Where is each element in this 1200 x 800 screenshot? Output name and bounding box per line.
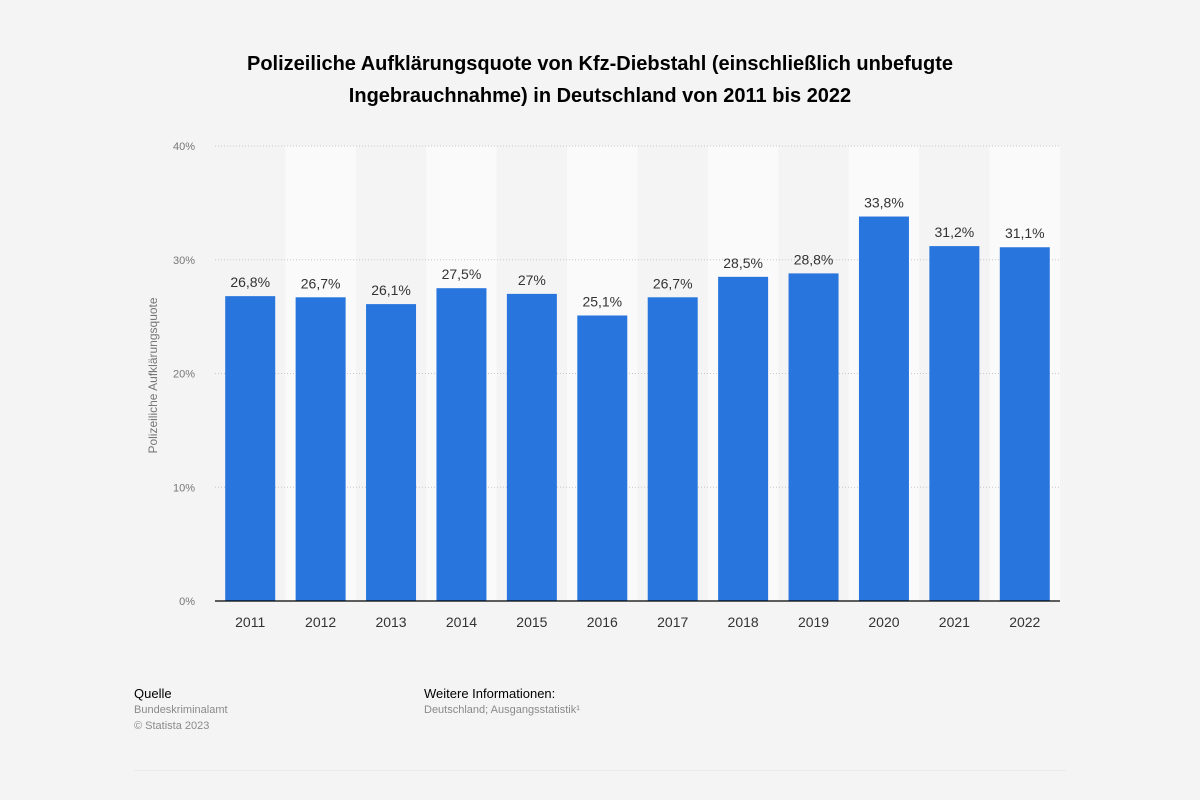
x-tick-label: 2019 — [798, 614, 829, 630]
bar-value-label: 26,7% — [301, 275, 341, 291]
bar — [788, 273, 839, 601]
bar — [295, 297, 346, 601]
bar-value-label: 28,8% — [794, 251, 834, 267]
source-line-2: © Statista 2023 — [134, 720, 210, 732]
info-heading: Weitere Informationen: — [424, 686, 556, 701]
y-tick-label: 20% — [173, 369, 195, 381]
bar-chart: 0% 10% 20% 30% 40% 26,8% 2011 26,7% 2012 26,1% 201… — [146, 141, 1060, 630]
y-axis-title: Polizeiliche Aufklärungsquote — [146, 297, 160, 453]
source-block: Quelle Bundeskriminalamt © Statista 2023 — [134, 686, 228, 734]
bar-value-label: 31,1% — [1005, 225, 1045, 241]
footer-divider — [134, 770, 1066, 771]
bar — [225, 296, 276, 601]
y-tick-label: 30% — [173, 255, 195, 267]
x-tick-label: 2016 — [587, 614, 618, 630]
bar — [718, 276, 769, 601]
bar-value-label: 33,8% — [864, 195, 904, 211]
bar — [506, 293, 557, 601]
y-tick-label: 40% — [173, 141, 195, 153]
bar-value-label: 27% — [518, 272, 546, 288]
x-tick-label: 2013 — [375, 614, 406, 630]
bar-value-label: 26,8% — [230, 274, 270, 290]
source-line-1: Bundeskriminalamt — [134, 704, 228, 716]
x-tick-label: 2012 — [305, 614, 336, 630]
x-tick-label: 2015 — [516, 614, 547, 630]
chart-title-line-2: Ingebrauchnahme) in Deutschland von 2011… — [348, 85, 852, 107]
bar-value-label: 26,7% — [653, 275, 693, 291]
bar-value-label: 31,2% — [935, 224, 975, 240]
source-heading: Quelle — [134, 686, 172, 701]
bar — [999, 247, 1050, 602]
x-tick-label: 2018 — [728, 614, 759, 630]
bar — [577, 315, 628, 601]
bar — [366, 304, 417, 601]
bar — [929, 246, 980, 601]
bar-value-label: 25,1% — [582, 293, 622, 309]
info-block: Weitere Informationen: Deutschland; Ausg… — [424, 686, 580, 718]
bar-value-label: 27,5% — [442, 266, 482, 282]
info-line-1: Deutschland; Ausgangsstatistik¹ — [424, 704, 580, 716]
bar — [647, 297, 698, 601]
bar — [436, 288, 487, 601]
chart-title-line-1: Polizeiliche Aufklärungsquote von Kfz-Di… — [247, 53, 953, 75]
x-tick-label: 2011 — [235, 614, 265, 630]
bar — [858, 216, 909, 601]
chart-title: Polizeiliche Aufklärungsquote von Kfz-Di… — [200, 48, 1000, 112]
bar-value-label: 28,5% — [723, 255, 763, 271]
bar-value-label: 26,1% — [371, 282, 411, 298]
y-tick-label: 0% — [179, 596, 195, 608]
x-tick-label: 2022 — [1009, 614, 1040, 630]
y-tick-label: 10% — [173, 482, 195, 494]
x-tick-label: 2014 — [446, 614, 477, 630]
x-tick-label: 2021 — [939, 614, 970, 630]
x-tick-label: 2017 — [657, 614, 688, 630]
x-tick-label: 2020 — [868, 614, 899, 630]
